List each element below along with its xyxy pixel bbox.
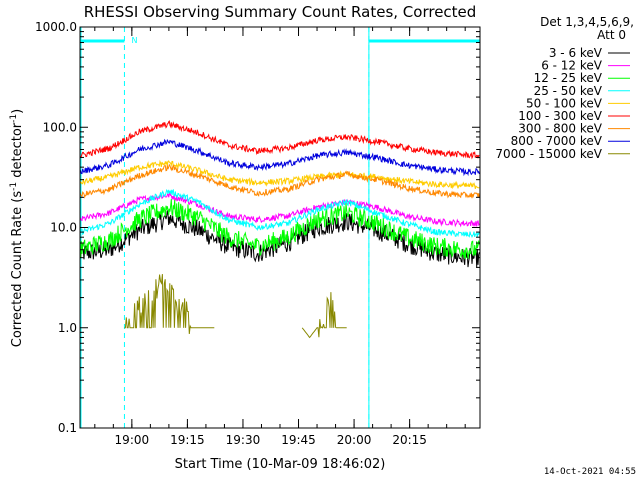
y-tick-label: 1000.0: [35, 20, 77, 34]
legend-label: 12 - 25 keV: [534, 71, 603, 85]
series-300-800-kev: [79, 163, 480, 199]
series-12-25-kev: [79, 199, 480, 260]
y-tick-label: 1.0: [58, 321, 77, 335]
y-tick-label: 0.1: [58, 421, 77, 435]
series-line: [79, 120, 480, 160]
y-tick-label: 100.0: [43, 120, 77, 134]
series-line: [79, 199, 480, 260]
legend-label: 50 - 100 keV: [526, 96, 603, 110]
legend-label: 3 - 6 keV: [549, 46, 603, 60]
chart-title: RHESSI Observing Summary Count Rates, Co…: [84, 3, 477, 21]
series-line: [79, 188, 480, 238]
x-axis-label: Start Time (10-Mar-09 18:46:02): [175, 457, 386, 472]
plot-frame: [79, 26, 481, 429]
series-line: [79, 138, 480, 177]
series-800-7000-kev: [79, 138, 480, 177]
legend-label: 6 - 12 keV: [541, 59, 603, 73]
legend-title-detectors: Det 1,3,4,5,6,9,: [540, 15, 634, 29]
x-axis: 19:00 19:15 19:30 19:45 20:00 20:15: [94, 27, 466, 447]
series-7000-15000-kev: [124, 274, 347, 339]
night-marker-label: N: [131, 36, 137, 45]
series-line: [124, 274, 347, 339]
y-axis-label: Corrected Count Rate (s-1 detector-1): [9, 109, 25, 347]
series-25-50-kev: [79, 188, 480, 238]
legend-label: 800 - 7000 keV: [511, 134, 603, 148]
series-line: [79, 159, 480, 190]
x-tick-label: 19:00: [115, 433, 150, 447]
series-3-6-kev: [79, 210, 480, 268]
legend-label: 100 - 300 keV: [518, 109, 602, 123]
legend-label: 7000 - 15000 keV: [495, 147, 602, 161]
y-tick-label: 10.0: [50, 221, 77, 235]
legend-label: 25 - 50 keV: [534, 84, 603, 98]
series-50-100-kev: [79, 159, 480, 190]
series-line: [79, 163, 480, 199]
y-axis: 0.1 1.0 10.0 100.0 1000.0: [35, 20, 480, 435]
x-tick-label: 20:00: [337, 433, 372, 447]
x-tick-label: 19:30: [226, 433, 261, 447]
series-line: [79, 210, 480, 268]
x-tick-label: 19:15: [170, 433, 205, 447]
legend-label: 300 - 800 keV: [518, 122, 602, 136]
x-tick-label: 19:45: [281, 433, 316, 447]
x-tick-label: 20:15: [392, 433, 427, 447]
series-100-300-kev: [79, 120, 480, 160]
footer-timestamp: 14-Oct-2021 04:55: [544, 467, 636, 477]
legend-title-attenuator: Att 0: [597, 28, 626, 42]
